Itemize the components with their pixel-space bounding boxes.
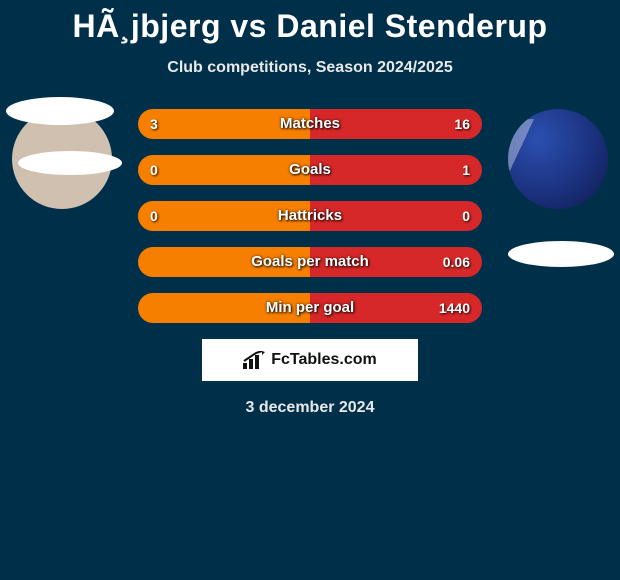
date-line: 3 december 2024: [0, 399, 620, 417]
club-badge-left-1: [6, 97, 114, 125]
stat-row: Goals per match0.06: [138, 247, 482, 277]
season-subtitle: Club competitions, Season 2024/2025: [0, 59, 620, 77]
branding-box: FcTables.com: [202, 339, 418, 381]
stat-row: Hattricks00: [138, 201, 482, 231]
club-badge-right-1: [508, 241, 614, 267]
stat-row: Goals01: [138, 155, 482, 185]
club-badge-left-2: [18, 151, 122, 175]
page-title: HÃ¸jbjerg vs Daniel Stenderup: [0, 0, 620, 45]
player-photo-right: [508, 109, 608, 209]
stat-row: Matches316: [138, 109, 482, 139]
branding-text: FcTables.com: [271, 351, 377, 369]
stat-bars: Matches316 Goals01 Hattricks00 Goals per ma…: [138, 109, 482, 323]
stat-row: Min per goal1440: [138, 293, 482, 323]
comparison-panel: Matches316 Goals01 Hattricks00 Goals per ma…: [0, 109, 620, 417]
chart-icon: [243, 351, 265, 369]
